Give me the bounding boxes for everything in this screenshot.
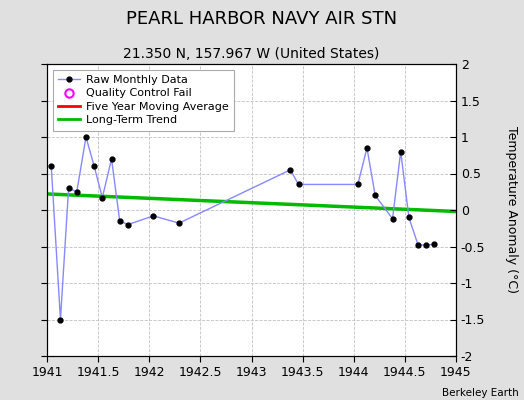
Y-axis label: Temperature Anomaly (°C): Temperature Anomaly (°C) [505,126,518,294]
Legend: Raw Monthly Data, Quality Control Fail, Five Year Moving Average, Long-Term Tren: Raw Monthly Data, Quality Control Fail, … [53,70,234,131]
Title: 21.350 N, 157.967 W (United States): 21.350 N, 157.967 W (United States) [123,48,380,62]
Text: PEARL HARBOR NAVY AIR STN: PEARL HARBOR NAVY AIR STN [126,10,398,28]
Text: Berkeley Earth: Berkeley Earth [442,388,519,398]
